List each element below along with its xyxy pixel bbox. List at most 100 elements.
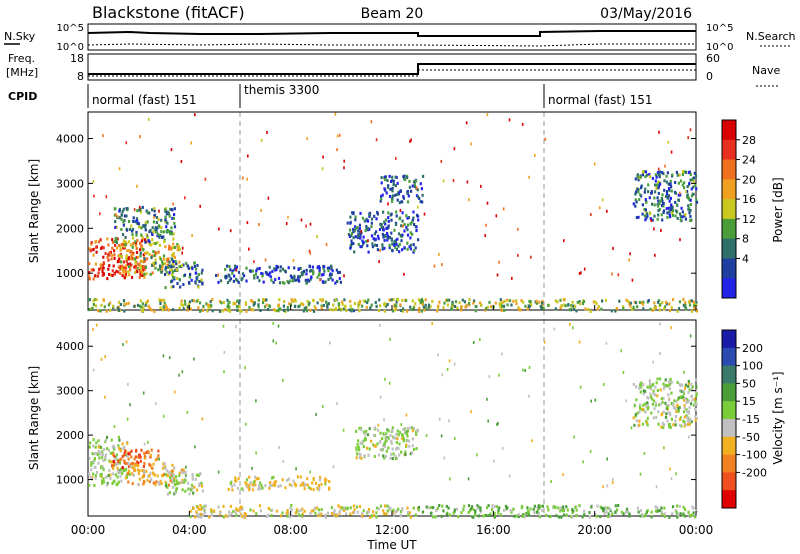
- heatmap-cell: [139, 207, 142, 211]
- heatmap-cell: [392, 436, 395, 440]
- nave-line: [88, 69, 696, 77]
- heatmap-cell: [645, 510, 648, 514]
- heatmap-cell: [127, 465, 131, 469]
- heatmap-cell: [503, 308, 506, 312]
- heatmap-cell: [383, 187, 386, 191]
- heatmap-cell: [127, 240, 131, 244]
- heatmap-cell: [651, 308, 654, 312]
- heatmap-cell: [289, 279, 292, 283]
- heatmap-cell: [149, 228, 152, 232]
- heatmap-cell: [692, 180, 695, 184]
- heatmap-cell: [583, 267, 586, 271]
- heatmap-cell: [562, 505, 565, 509]
- heatmap-cell: [167, 272, 170, 276]
- heatmap-cell: [128, 473, 131, 476]
- heatmap-cell: [406, 223, 410, 227]
- heatmap-cell: [254, 483, 257, 487]
- heatmap-cell: [412, 427, 415, 431]
- heatmap-cell: [242, 176, 244, 180]
- heatmap-cell: [297, 509, 300, 513]
- heatmap-cell: [226, 264, 229, 268]
- heatmap-cell: [665, 407, 668, 411]
- heatmap-cell: [660, 413, 663, 417]
- heatmap-cell: [656, 171, 659, 175]
- heatmap-cell: [661, 199, 664, 203]
- heatmap-cell: [667, 187, 671, 191]
- heatmap-cell: [229, 504, 232, 508]
- heatmap-cell: [324, 480, 327, 484]
- heatmap-cell: [661, 512, 664, 516]
- heatmap-cell: [431, 322, 433, 325]
- heatmap-cell: [268, 304, 271, 308]
- heatmap-cell: [627, 300, 630, 303]
- heatmap-cell: [402, 437, 405, 441]
- heatmap-cell: [226, 514, 229, 518]
- heatmap-cell: [233, 274, 236, 278]
- heatmap-cell: [131, 472, 134, 476]
- heatmap-cell: [572, 509, 575, 513]
- velocity-colorbar-swatch: [722, 330, 736, 349]
- heatmap-cell: [401, 211, 404, 215]
- heatmap-cell: [495, 214, 498, 218]
- heatmap-cell: [136, 266, 139, 270]
- heatmap-cell: [656, 300, 660, 304]
- heatmap-cell: [244, 481, 247, 485]
- heatmap-cell: [251, 483, 254, 487]
- heatmap-cell: [688, 171, 691, 175]
- heatmap-cell: [238, 309, 241, 313]
- heatmap-cell: [342, 428, 345, 432]
- heatmap-cell: [238, 299, 241, 303]
- heatmap-cell: [189, 272, 192, 276]
- heatmap-cell: [692, 506, 695, 510]
- heatmap-cell: [511, 276, 513, 280]
- heatmap-cell: [390, 238, 393, 242]
- heatmap-cell: [384, 222, 387, 226]
- heatmap-cell: [169, 476, 172, 480]
- heatmap-cell: [415, 179, 418, 183]
- heatmap-cell: [219, 511, 222, 515]
- heatmap-cell: [303, 509, 306, 513]
- heatmap-cell: [674, 214, 677, 218]
- heatmap-cell: [269, 484, 272, 488]
- heatmap-cell: [257, 484, 261, 488]
- heatmap-cell: [694, 174, 698, 178]
- heatmap-cell: [610, 309, 613, 313]
- heatmap-cell: [94, 274, 97, 278]
- heatmap-cell: [387, 436, 390, 440]
- heatmap-cell: [350, 239, 353, 243]
- heatmap-cell: [506, 303, 509, 307]
- heatmap-cell: [342, 307, 346, 311]
- heatmap-cell: [361, 439, 364, 443]
- heatmap-cell: [320, 306, 323, 310]
- heatmap-cell: [294, 299, 297, 303]
- heatmap-cell: [661, 193, 664, 197]
- heatmap-cell: [665, 174, 668, 178]
- heatmap-cell: [668, 188, 671, 192]
- heatmap-cell: [89, 249, 92, 253]
- heatmap-cell: [257, 303, 260, 307]
- heatmap-cell: [113, 272, 116, 276]
- heatmap-cell: [105, 435, 109, 439]
- heatmap-cell: [266, 308, 270, 311]
- heatmap-cell: [126, 249, 129, 253]
- heatmap-cell: [382, 210, 385, 214]
- heatmap-cell: [374, 237, 377, 241]
- heatmap-cell: [625, 507, 629, 511]
- heatmap-cell: [387, 505, 391, 509]
- heatmap-cell: [287, 266, 290, 270]
- heatmap-cell: [128, 220, 131, 223]
- heatmap-cell: [88, 472, 91, 476]
- heatmap-cell: [632, 382, 635, 386]
- heatmap-cell: [143, 479, 146, 483]
- heatmap-cell: [365, 226, 368, 230]
- heatmap-cell: [687, 410, 690, 414]
- heatmap-cell: [668, 213, 671, 217]
- heatmap-cell: [528, 175, 530, 179]
- heatmap-cell: [401, 299, 404, 302]
- heatmap-cell: [162, 354, 165, 358]
- heatmap-cell: [121, 264, 124, 268]
- heatmap-cell: [229, 482, 232, 486]
- heatmap-cell: [509, 508, 512, 512]
- heatmap-cell: [320, 273, 323, 277]
- heatmap-cell: [669, 196, 672, 200]
